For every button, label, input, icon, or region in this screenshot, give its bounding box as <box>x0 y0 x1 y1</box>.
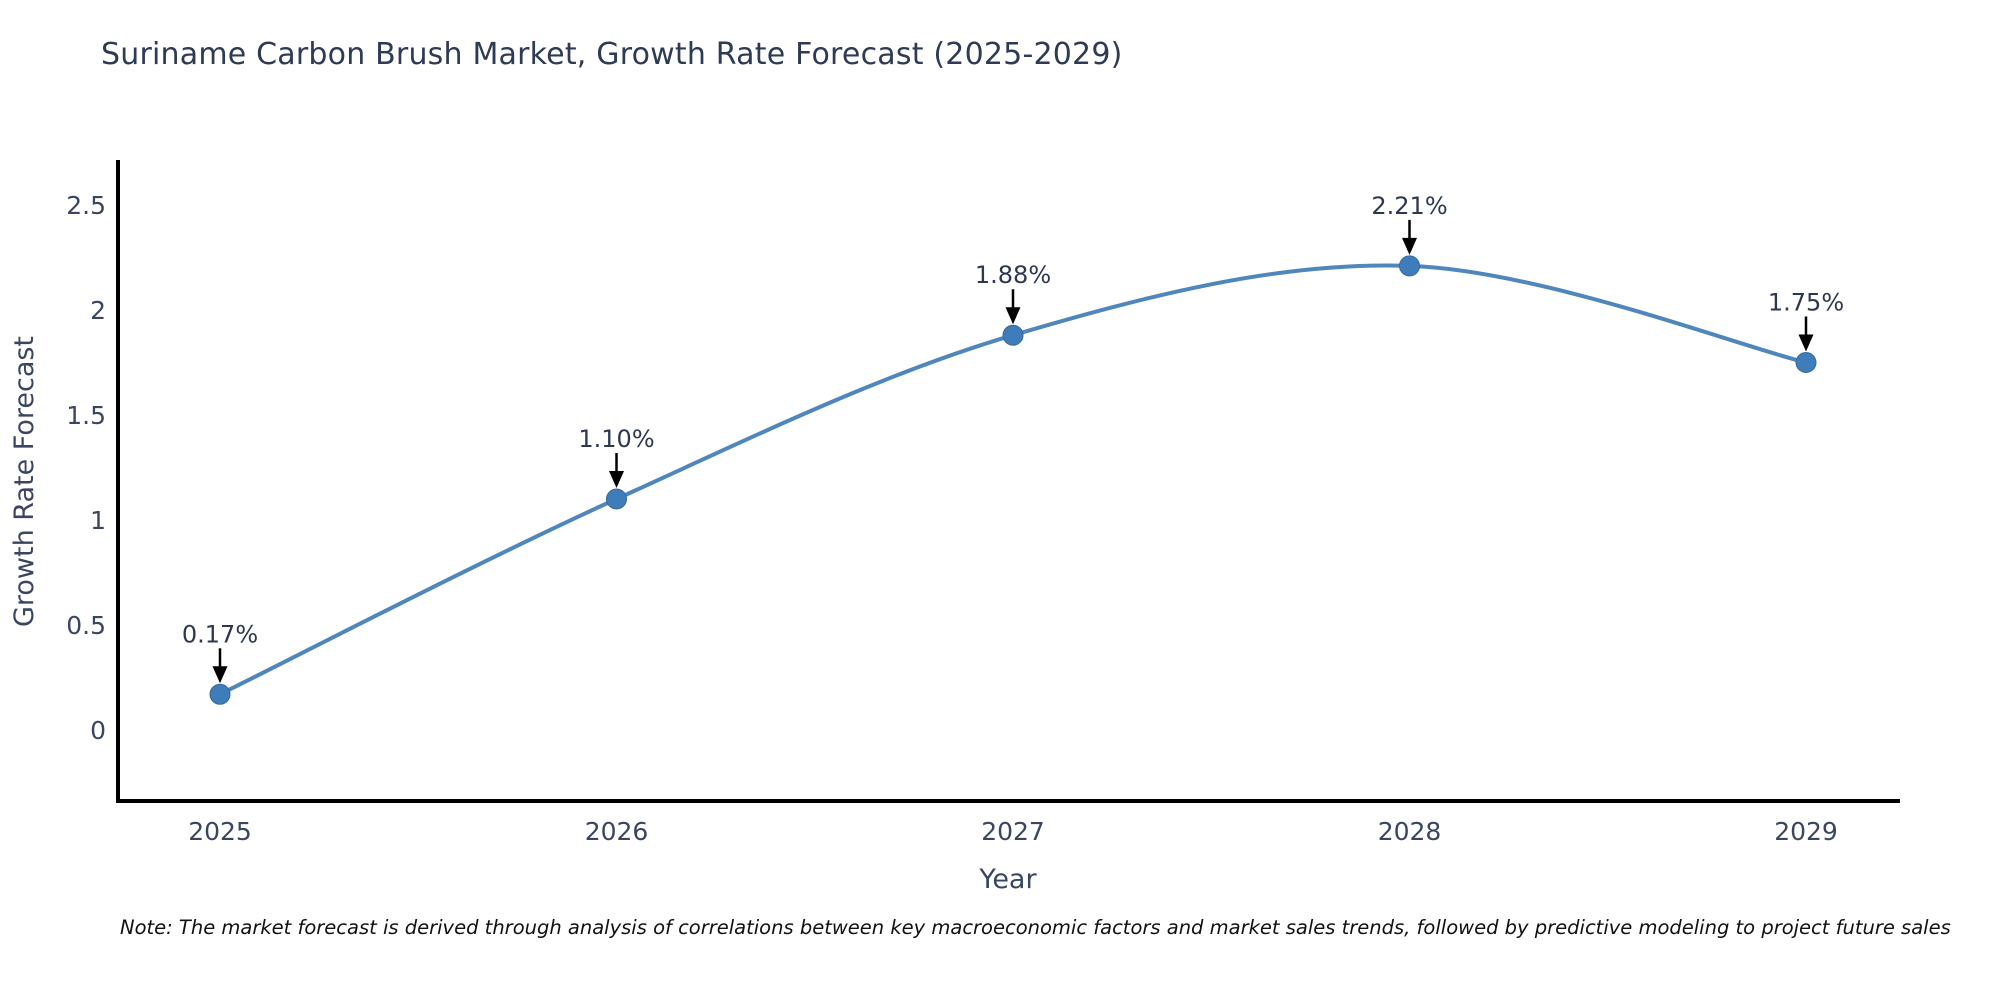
y-axis-title: Growth Rate Forecast <box>9 336 40 627</box>
data-point-marker <box>209 683 231 705</box>
x-tick-label: 2026 <box>585 817 649 846</box>
x-axis-title: Year <box>978 864 1037 895</box>
point-value-label: 1.10% <box>578 425 654 453</box>
annotation-arrowhead-icon <box>1005 307 1021 325</box>
point-value-label: 1.75% <box>1768 289 1844 317</box>
x-tick-label: 2028 <box>1378 817 1442 846</box>
x-tick-label: 2029 <box>1774 817 1838 846</box>
point-value-label: 0.17% <box>182 620 258 648</box>
data-point-marker <box>1399 255 1420 277</box>
data-point-marker <box>1795 352 1817 373</box>
x-tick-label: 2025 <box>188 817 252 846</box>
chart-footnote: Note: The market forecast is derived thr… <box>120 916 1951 939</box>
annotation-arrowhead-icon <box>609 471 624 488</box>
y-tick-label: 2.5 <box>66 191 106 220</box>
y-tick-label: 0 <box>90 716 106 745</box>
chart-title: Suriname Carbon Brush Market, Growth Rat… <box>101 37 1123 72</box>
y-tick-label: 0.5 <box>66 611 106 640</box>
x-tick-label: 2027 <box>981 817 1045 846</box>
y-tick-label: 1 <box>90 506 106 535</box>
annotation-arrowhead-icon <box>1402 237 1417 255</box>
y-tick-label: 2 <box>90 296 106 325</box>
point-value-label: 2.21% <box>1371 192 1447 220</box>
point-value-label: 1.88% <box>975 261 1051 289</box>
data-point-marker <box>606 488 627 510</box>
annotation-arrowhead-icon <box>1798 334 1814 352</box>
y-tick-label: 1.5 <box>66 401 106 430</box>
annotation-arrowhead-icon <box>212 666 228 684</box>
data-point-marker <box>1002 324 1024 346</box>
